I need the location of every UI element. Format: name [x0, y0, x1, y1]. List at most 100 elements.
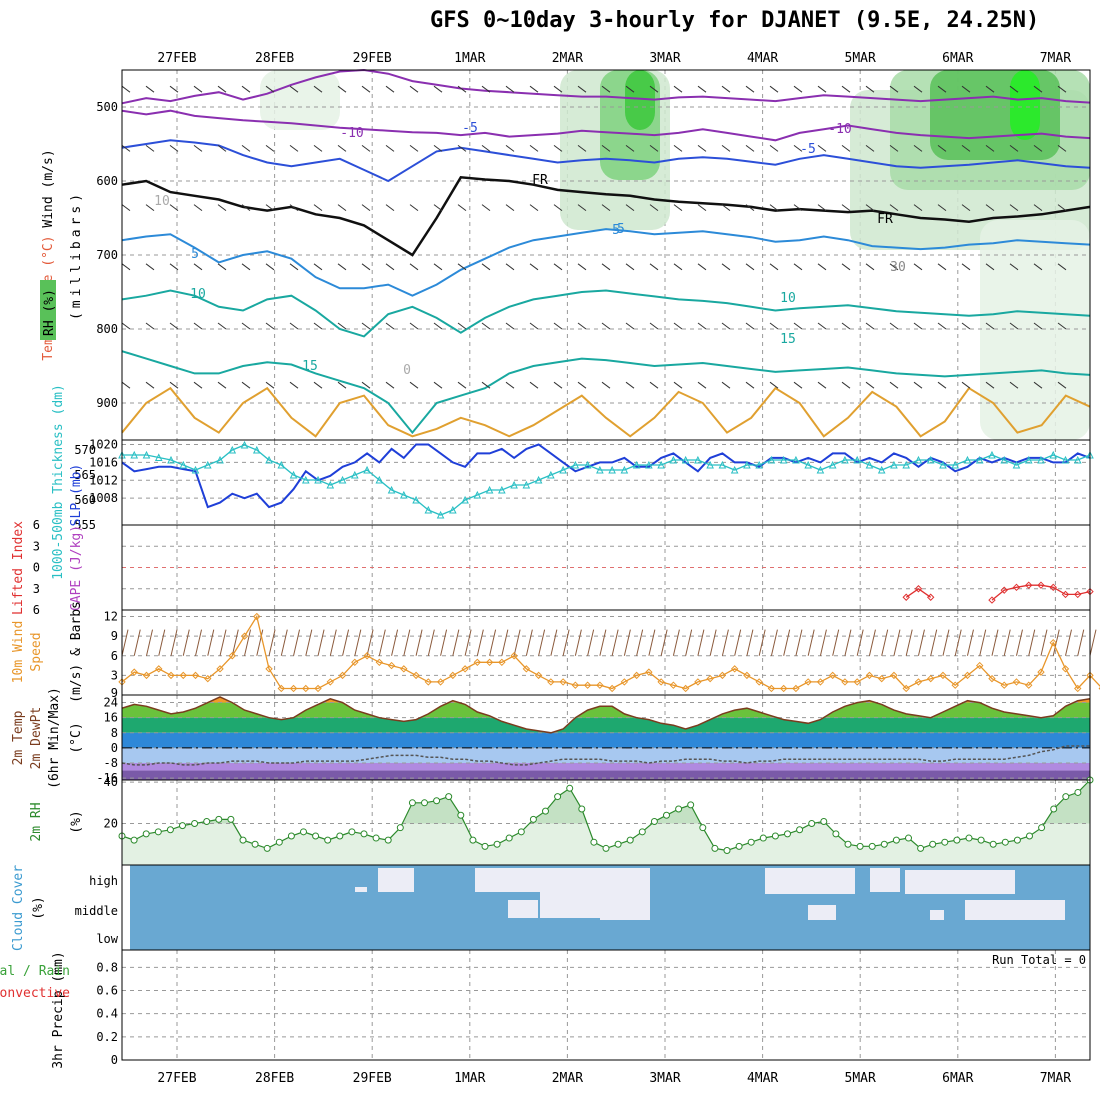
- isotherm-label: 0: [403, 363, 411, 378]
- rh-point: [747, 838, 755, 846]
- wind-barb-10m: [427, 629, 435, 656]
- wind-barb-10m: [648, 629, 656, 656]
- wind-barb-10m: [403, 629, 411, 656]
- wind-barb: [457, 144, 467, 152]
- wind-barb-10m: [329, 629, 337, 656]
- rh-point: [1013, 836, 1021, 844]
- wind-speed-point: [706, 674, 714, 683]
- wind-barb: [649, 381, 659, 389]
- thickness-point: [167, 455, 175, 464]
- wind-barb: [289, 85, 299, 93]
- wind-barb: [817, 144, 827, 152]
- thickness-point: [571, 460, 580, 469]
- slp-tick-label: 1020: [89, 437, 118, 451]
- wind-tick-label-bottom: 9: [111, 686, 118, 700]
- cloud-block: [508, 900, 538, 918]
- rh-point: [1074, 788, 1082, 796]
- wind-barb: [121, 381, 131, 389]
- wind-speed-point: [559, 678, 567, 686]
- wind-barb: [1009, 85, 1019, 93]
- wind-barb: [1009, 381, 1019, 389]
- thickness-point: [375, 475, 384, 484]
- wind-tick-label: 12: [104, 610, 118, 624]
- wind-barb-10m: [476, 629, 484, 656]
- wind-barb: [913, 85, 923, 93]
- wind-barb-10m: [623, 629, 631, 656]
- wind-barb: [385, 381, 395, 389]
- wind-barb-10m: [452, 629, 460, 656]
- date-label-top: 4MAR: [747, 51, 778, 66]
- rh-point: [445, 793, 453, 801]
- wind-barb: [913, 322, 923, 330]
- wind-speed-point: [1049, 638, 1057, 647]
- thickness-point: [1061, 455, 1070, 464]
- isotherm-label: 5: [612, 223, 620, 238]
- wind-barb: [457, 263, 467, 271]
- rh-point: [324, 836, 332, 844]
- wind-speed-point: [363, 652, 371, 660]
- thickness-tick-label: 565: [74, 468, 96, 482]
- wind-barb-10m: [1028, 629, 1036, 656]
- rh-point: [880, 840, 888, 848]
- wind-barb: [769, 144, 779, 152]
- wind-speed-point: [681, 684, 690, 693]
- wind-barb-10m: [1077, 629, 1085, 656]
- wind-barb: [169, 204, 179, 212]
- rh-point: [542, 807, 549, 815]
- wind-barb: [721, 204, 731, 212]
- precip-tick-label: 0.8: [96, 960, 118, 974]
- cloud-level-label: low: [96, 932, 118, 946]
- temp-tick-label: -8: [104, 756, 118, 770]
- wind-speed-point: [1037, 668, 1045, 676]
- wind-barb: [145, 263, 155, 271]
- wind-barb: [769, 263, 779, 271]
- wind-barb: [625, 85, 635, 93]
- wind-barb: [337, 263, 347, 271]
- wind-barb: [961, 322, 971, 330]
- rh-point: [977, 836, 985, 844]
- wind-speed-point: [351, 658, 359, 667]
- wind-speed-point: [400, 665, 408, 673]
- wind-barb: [169, 381, 179, 389]
- pressure-tick-label: 800: [96, 322, 118, 336]
- wind-barb-10m: [917, 629, 925, 656]
- wind-barb: [409, 144, 419, 152]
- wind-barb: [1033, 263, 1043, 271]
- thickness-point: [632, 460, 641, 469]
- wind-barb-10m: [256, 629, 264, 656]
- rh-point: [735, 842, 743, 850]
- isotherm-contour: [121, 175, 1091, 257]
- wind-speed-point: [804, 678, 812, 686]
- wind-barb-10m: [317, 629, 325, 656]
- wind-barb: [625, 144, 635, 152]
- wind-barb: [313, 263, 323, 271]
- wind-barb: [1057, 204, 1067, 212]
- thickness-point: [203, 460, 212, 469]
- date-label-bottom: 2MAR: [552, 1071, 583, 1086]
- wind-barb: [241, 85, 251, 93]
- temp-band: [122, 732, 1090, 748]
- wind-barb: [409, 204, 419, 212]
- date-label-bottom: 6MAR: [942, 1071, 973, 1086]
- wind-ylabel-1: 10m Wind: [11, 621, 26, 684]
- wind-barb-10m: [611, 629, 619, 656]
- rh-legend-badge: [40, 280, 56, 340]
- wind-barb: [601, 381, 611, 389]
- wind-speed-point: [265, 665, 273, 673]
- wind-barb: [505, 204, 515, 212]
- wind-barb: [985, 381, 995, 389]
- slp-tick-label: 1008: [89, 491, 118, 505]
- rh-point: [566, 784, 574, 792]
- li-tick-label: 6: [33, 518, 40, 532]
- wind-speed-point: [988, 674, 996, 683]
- wind-barb: [745, 263, 755, 271]
- rh-shading: [930, 70, 1060, 160]
- wind-barb: [889, 263, 899, 271]
- isotherm-label: 10: [780, 291, 796, 306]
- lifted-index-point: [1025, 581, 1033, 589]
- temp-band: [122, 770, 1090, 780]
- wind-barb: [481, 85, 491, 93]
- wind-barb-10m: [844, 629, 852, 656]
- wind-barb: [1009, 204, 1019, 212]
- thickness-point: [1073, 455, 1082, 464]
